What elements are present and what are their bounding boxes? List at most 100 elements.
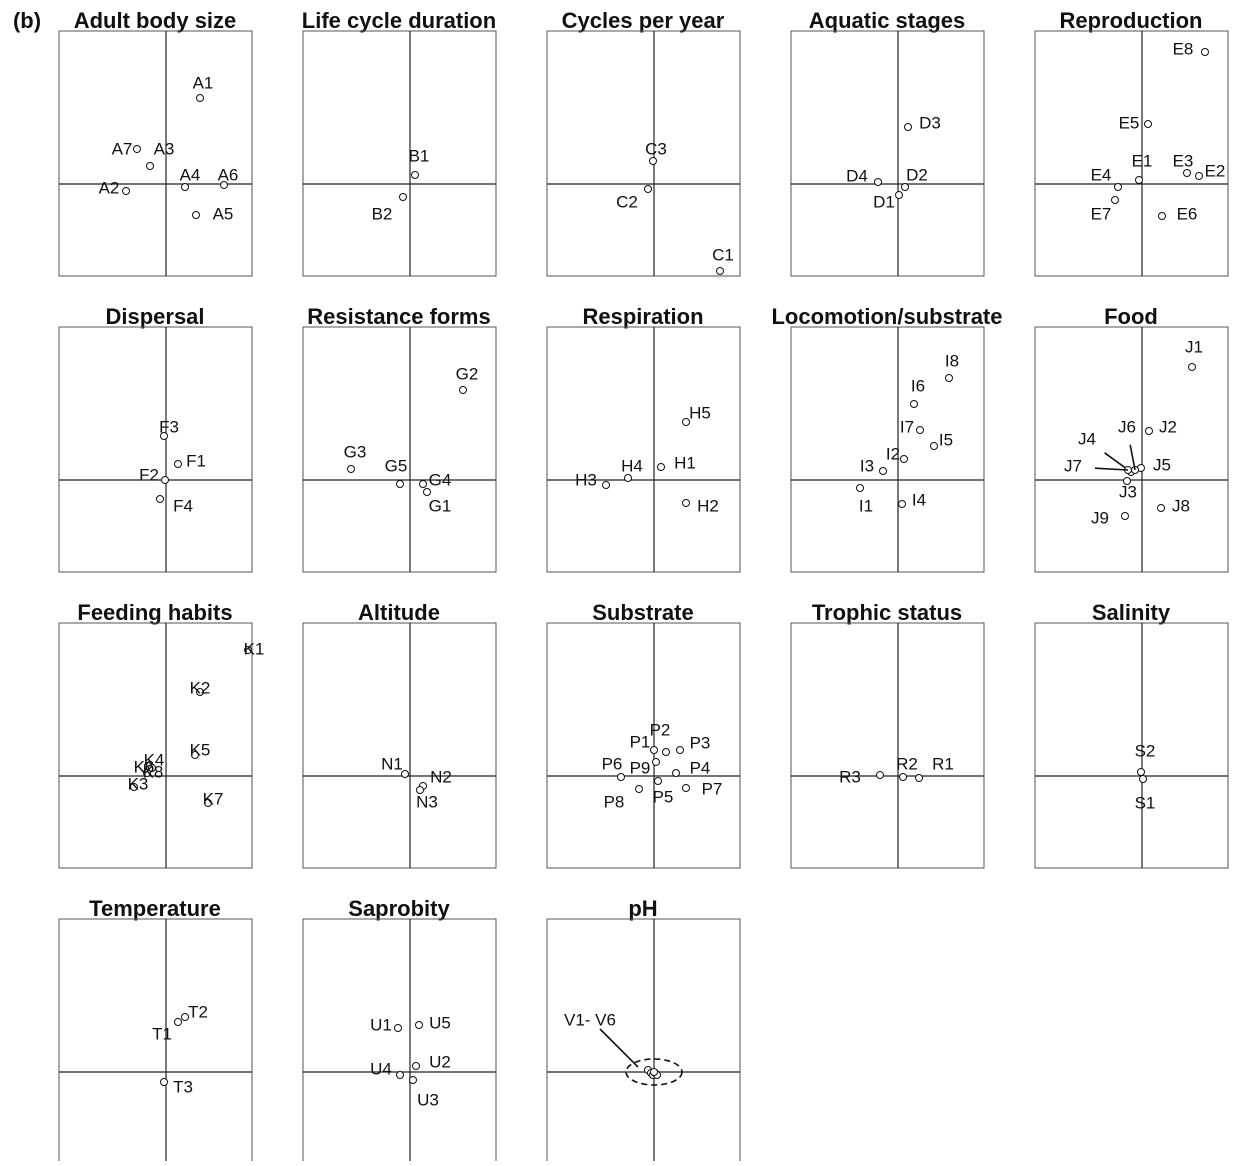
point — [146, 162, 154, 170]
panel: Trophic status R1 R2 R3 — [790, 600, 985, 869]
point — [174, 1018, 182, 1026]
point — [617, 773, 625, 781]
point-label: P4 — [690, 758, 711, 777]
point — [1145, 427, 1153, 435]
panel-frame — [1034, 326, 1229, 573]
point — [650, 1068, 658, 1076]
point — [399, 193, 407, 201]
point-label: N2 — [430, 767, 452, 786]
point — [122, 187, 130, 195]
point-label: A4 — [180, 165, 201, 184]
point — [901, 183, 909, 191]
point-label: P5 — [653, 787, 674, 806]
point — [160, 1078, 168, 1086]
panel: pH V1- V6 — [546, 896, 741, 1165]
panel-title: Locomotion/substrate — [771, 304, 1002, 329]
point-label: A3 — [154, 139, 175, 158]
point — [682, 499, 690, 507]
panel: Saprobity U1 U2 U3 U4 U5 — [302, 896, 497, 1165]
point — [649, 157, 657, 165]
point — [192, 211, 200, 219]
panel-title: Feeding habits — [77, 600, 232, 625]
point-label: J3 — [1119, 482, 1137, 501]
point — [415, 1021, 423, 1029]
point — [160, 432, 168, 440]
panel-frame — [302, 326, 497, 573]
point-label: I8 — [945, 351, 959, 370]
panel: Adult body size A1 A2 A3 A4 A5 A6 A7 — [58, 8, 253, 277]
point-label: H2 — [697, 496, 719, 515]
point-label: T2 — [188, 1002, 208, 1021]
point-label: D4 — [846, 166, 868, 185]
point-label: A5 — [213, 204, 234, 223]
point-label: P2 — [650, 720, 671, 739]
point — [1121, 512, 1129, 520]
point-label: P7 — [702, 779, 723, 798]
point-label: K3 — [128, 774, 149, 793]
leader-line — [1094, 467, 1129, 471]
point — [682, 418, 690, 426]
point — [161, 476, 169, 484]
point — [1201, 48, 1209, 56]
point-label: R3 — [839, 767, 861, 786]
point-label: R1 — [932, 754, 954, 773]
panel-title: Saprobity — [348, 896, 450, 921]
point — [900, 455, 908, 463]
point — [652, 758, 660, 766]
point-label: J6 — [1118, 417, 1136, 436]
panel: Cycles per year C1 C2 C3 — [546, 8, 741, 277]
point-label: P9 — [630, 758, 651, 777]
point-label: I6 — [911, 376, 925, 395]
point — [930, 442, 938, 450]
point-label: U1 — [370, 1015, 392, 1034]
panel: Salinity S1 S2 — [1034, 600, 1229, 869]
point — [401, 770, 409, 778]
panel-frame — [1034, 30, 1229, 277]
point-label: K1 — [244, 639, 265, 658]
point — [1123, 477, 1131, 485]
point — [1195, 172, 1203, 180]
leader-line — [1129, 444, 1136, 471]
panel: Altitude N1 N2 N3 — [302, 600, 497, 869]
panel: Locomotion/substrate I1 I2 I3 I4 I5 I6 I7 I8 — [771, 304, 1003, 573]
panel: Reproduction E1 E2 E3 E4 E5 E6 E7 E8 — [1034, 8, 1229, 277]
point-label: H4 — [621, 456, 643, 475]
point-label: R2 — [896, 754, 918, 773]
panel: Food J1 J2 J3 J4 J5 J6 J7 J8 J9 — [1034, 304, 1229, 573]
point — [196, 688, 204, 696]
point — [459, 386, 467, 394]
leader-line — [599, 1028, 639, 1068]
point — [898, 500, 906, 508]
point-label: H1 — [674, 453, 696, 472]
point — [1157, 504, 1165, 512]
point-label: H3 — [575, 470, 597, 489]
panel: Dispersal F1 F2 F3 F4 — [58, 304, 253, 573]
panel-title: Substrate — [592, 600, 693, 625]
panel-title: Adult body size — [74, 8, 237, 33]
panel-frame — [58, 622, 253, 869]
group-label: V1- V6 — [564, 1010, 616, 1029]
point-label: D3 — [919, 113, 941, 132]
panel-frame — [58, 326, 253, 573]
point-label: G3 — [344, 442, 367, 461]
panel-title: Altitude — [358, 600, 440, 625]
point-label: I7 — [900, 417, 914, 436]
point — [181, 1013, 189, 1021]
point-label: F4 — [173, 496, 193, 515]
point-label: G1 — [429, 496, 452, 515]
point-label: F1 — [186, 451, 206, 470]
panel-title: Cycles per year — [562, 8, 725, 33]
point-label: J4 — [1078, 429, 1096, 448]
panel-title: Aquatic stages — [809, 8, 966, 33]
point — [423, 488, 431, 496]
point — [1139, 775, 1147, 783]
point — [1135, 176, 1143, 184]
point — [419, 480, 427, 488]
point — [143, 769, 151, 777]
panel-title: Respiration — [582, 304, 703, 329]
point — [624, 474, 632, 482]
point-label: I1 — [859, 496, 873, 515]
panel-frame — [302, 622, 497, 869]
point — [856, 484, 864, 492]
